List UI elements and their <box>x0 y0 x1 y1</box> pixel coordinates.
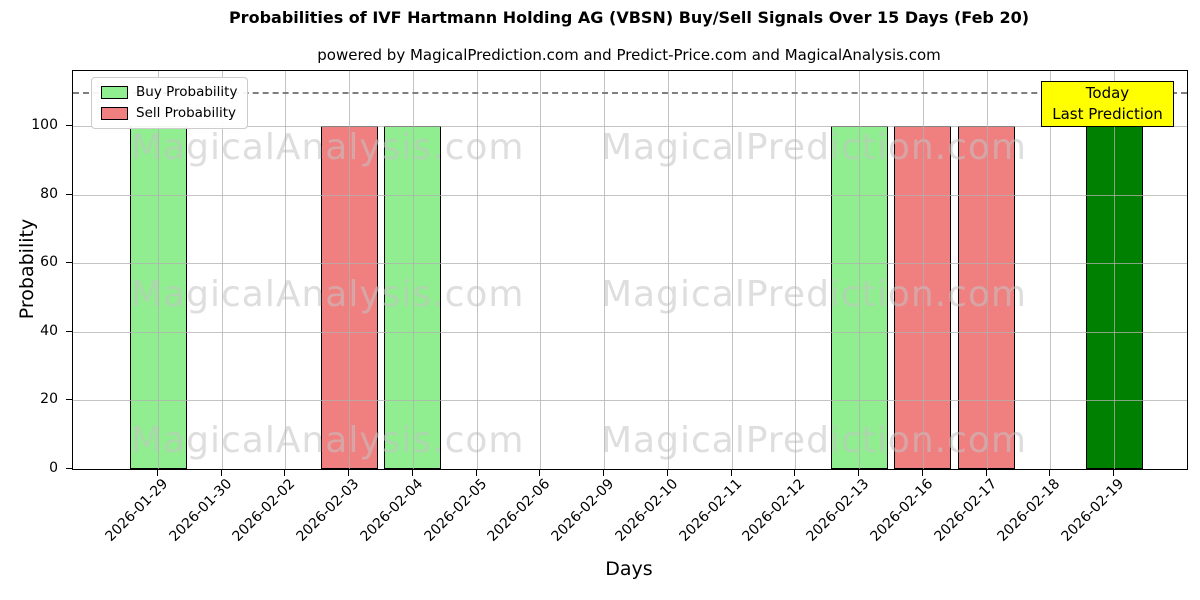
horizontal-gridline <box>73 400 1187 402</box>
threshold-dashed-line <box>73 91 1187 94</box>
x-tick-mark <box>858 470 860 476</box>
y-tick-label: 100 <box>31 116 58 133</box>
legend-label-buy: Buy Probability <box>136 84 238 100</box>
buy-swatch-icon <box>101 86 128 99</box>
x-tick-mark <box>794 470 796 476</box>
legend-label-sell: Sell Probability <box>136 105 237 121</box>
watermark-text: MagicalAnalysis.com <box>131 127 525 168</box>
y-tick-mark <box>66 124 72 126</box>
horizontal-gridline <box>73 331 1187 333</box>
x-tick-label: 2026-02-02 <box>229 476 299 545</box>
today-annotation-line2: Last Prediction <box>1052 105 1163 123</box>
horizontal-gridline <box>73 263 1187 265</box>
x-tick-label: 2026-02-10 <box>612 476 682 545</box>
legend-item-buy: Buy Probability <box>101 85 237 100</box>
x-tick-mark <box>1113 470 1114 476</box>
vertical-gridline <box>221 71 223 469</box>
x-tick-mark <box>348 470 350 476</box>
watermark-layer: MagicalAnalysis.com MagicalPrediction.com… <box>73 71 1187 469</box>
x-axis-label: Days <box>605 558 653 580</box>
x-tick-label: 2026-02-04 <box>357 476 427 545</box>
legend: Buy Probability Sell Probability <box>91 77 249 129</box>
sell-swatch-icon <box>101 107 128 120</box>
x-tick-mark <box>475 470 477 476</box>
plot-area: MagicalAnalysis.com MagicalPrediction.com… <box>72 70 1188 470</box>
x-tick-label: 2026-02-06 <box>484 476 554 545</box>
today-annotation: Today Last Prediction <box>1041 81 1174 127</box>
vertical-gridline <box>158 71 159 469</box>
vertical-gridline <box>1114 71 1115 469</box>
vertical-gridline <box>731 71 733 469</box>
chart-title: Probabilities of IVF Hartmann Holding AG… <box>228 8 1030 27</box>
y-tick-mark <box>66 330 72 332</box>
watermark-text: MagicalAnalysis.com <box>131 274 525 315</box>
watermark-text: MagicalPrediction.com <box>601 420 1027 461</box>
x-tick-mark <box>539 470 541 476</box>
x-tick-label: 2026-01-30 <box>166 476 236 545</box>
y-tick-label: 40 <box>40 322 58 339</box>
x-tick-mark <box>284 470 286 476</box>
x-tick-label: 2026-02-11 <box>676 476 745 545</box>
vertical-gridline <box>795 71 797 469</box>
watermark-text: MagicalPrediction.com <box>601 127 1027 168</box>
x-tick-mark <box>157 470 158 476</box>
vertical-gridline <box>540 71 542 469</box>
x-tick-mark <box>730 470 732 476</box>
x-tick-label: 2026-02-13 <box>803 476 873 545</box>
vertical-gridline <box>285 71 287 469</box>
x-tick-mark <box>666 470 668 476</box>
watermark-text: MagicalAnalysis.com <box>131 420 525 461</box>
y-tick-mark <box>66 399 72 401</box>
y-tick-label: 0 <box>49 460 58 476</box>
vertical-gridline <box>412 71 414 469</box>
vertical-gridline <box>349 71 351 469</box>
x-tick-mark <box>411 470 413 476</box>
x-tick-label: 2026-02-03 <box>293 476 363 545</box>
vertical-gridline <box>476 71 478 469</box>
x-tick-label: 2026-02-19 <box>1058 476 1128 545</box>
x-tick-label: 2026-02-05 <box>421 476 490 545</box>
x-tick-label: 2026-02-12 <box>739 476 809 545</box>
vertical-gridline <box>604 71 606 469</box>
x-tick-label: 2026-02-17 <box>930 476 1000 545</box>
grid-layer <box>73 71 1187 469</box>
y-tick-label: 20 <box>40 391 58 408</box>
horizontal-gridline <box>73 125 1187 127</box>
vertical-gridline <box>859 71 861 469</box>
x-tick-mark <box>1049 470 1051 476</box>
x-tick-label: 2026-02-18 <box>994 476 1064 545</box>
x-tick-label: 2026-01-29 <box>102 476 172 545</box>
x-tick-label: 2026-02-09 <box>548 476 618 545</box>
y-tick-label: 60 <box>40 254 58 271</box>
vertical-gridline <box>922 71 924 469</box>
x-tick-mark <box>921 470 923 476</box>
vertical-gridline <box>667 71 669 469</box>
y-tick-label: 80 <box>40 185 58 202</box>
y-tick-mark <box>66 262 72 264</box>
legend-item-sell: Sell Probability <box>101 106 237 121</box>
watermark-text: MagicalPrediction.com <box>601 274 1027 315</box>
today-annotation-line1: Today <box>1085 84 1130 102</box>
x-tick-mark <box>985 470 987 476</box>
x-tick-label: 2026-02-16 <box>867 476 937 545</box>
y-tick-mark <box>66 468 72 469</box>
horizontal-gridline <box>73 194 1187 196</box>
vertical-gridline <box>986 71 988 469</box>
x-tick-mark <box>220 470 222 476</box>
x-tick-mark <box>603 470 605 476</box>
chart-subtitle: powered by MagicalPrediction.com and Pre… <box>317 46 941 64</box>
vertical-gridline <box>1050 71 1052 469</box>
y-tick-mark <box>66 193 72 195</box>
